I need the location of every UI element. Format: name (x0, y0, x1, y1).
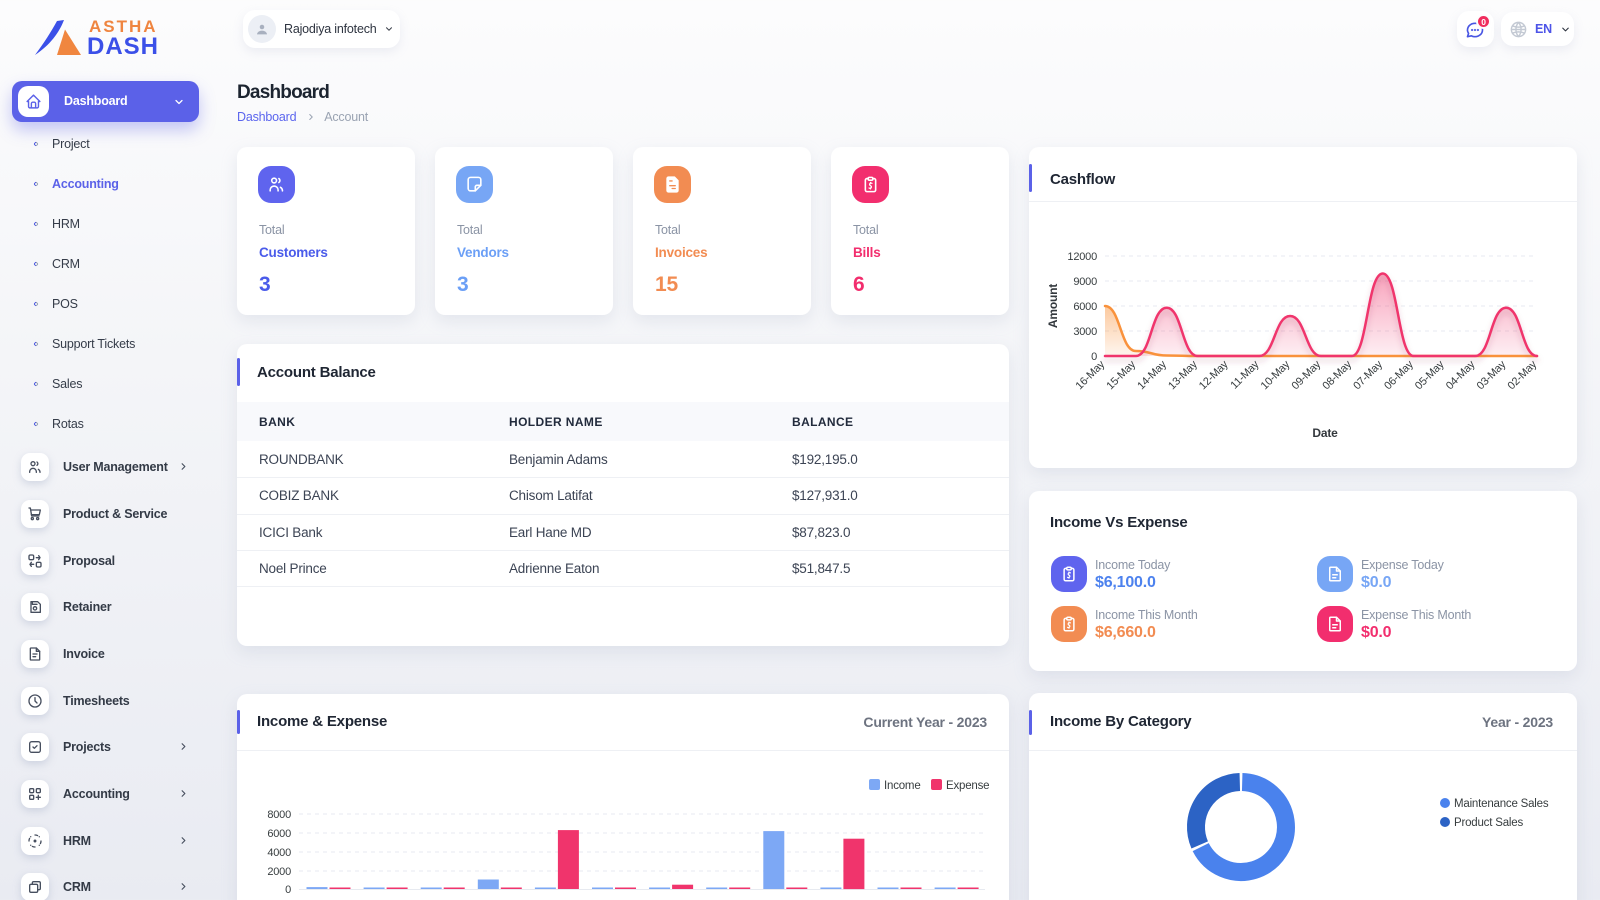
svg-text:11-May: 11-May (1228, 358, 1261, 391)
svg-text:0: 0 (1091, 351, 1097, 363)
svg-text:0: 0 (285, 884, 291, 896)
svg-text:14-May: 14-May (1135, 358, 1169, 392)
svg-text:04-May: 04-May (1444, 358, 1478, 392)
svg-text:Amount: Amount (1046, 284, 1060, 328)
svg-text:15-May: 15-May (1104, 358, 1138, 392)
svg-text:Product Sales: Product Sales (1454, 817, 1523, 829)
svg-text:08-May: 08-May (1320, 358, 1354, 392)
svg-text:12000: 12000 (1067, 251, 1097, 263)
svg-text:6000: 6000 (267, 828, 291, 840)
svg-text:05-May: 05-May (1413, 358, 1447, 392)
svg-text:16-May: 16-May (1074, 358, 1108, 392)
svg-text:Income: Income (884, 780, 921, 792)
svg-text:Date: Date (1312, 426, 1338, 440)
svg-text:06-May: 06-May (1382, 358, 1416, 392)
svg-text:2000: 2000 (267, 866, 291, 878)
svg-text:9000: 9000 (1073, 276, 1097, 288)
svg-text:07-May: 07-May (1351, 358, 1385, 392)
svg-text:4000: 4000 (267, 847, 291, 859)
svg-text:03-May: 03-May (1475, 358, 1509, 392)
svg-text:Maintenance Sales: Maintenance Sales (1454, 798, 1549, 810)
svg-text:12-May: 12-May (1197, 358, 1231, 392)
svg-text:Expense: Expense (946, 780, 989, 792)
svg-text:13-May: 13-May (1166, 358, 1200, 392)
svg-text:8000: 8000 (267, 809, 291, 821)
svg-text:6000: 6000 (1073, 301, 1097, 313)
svg-text:09-May: 09-May (1290, 358, 1324, 392)
svg-text:3000: 3000 (1073, 326, 1097, 338)
svg-text:02-May: 02-May (1506, 358, 1540, 392)
svg-text:10-May: 10-May (1259, 358, 1293, 392)
